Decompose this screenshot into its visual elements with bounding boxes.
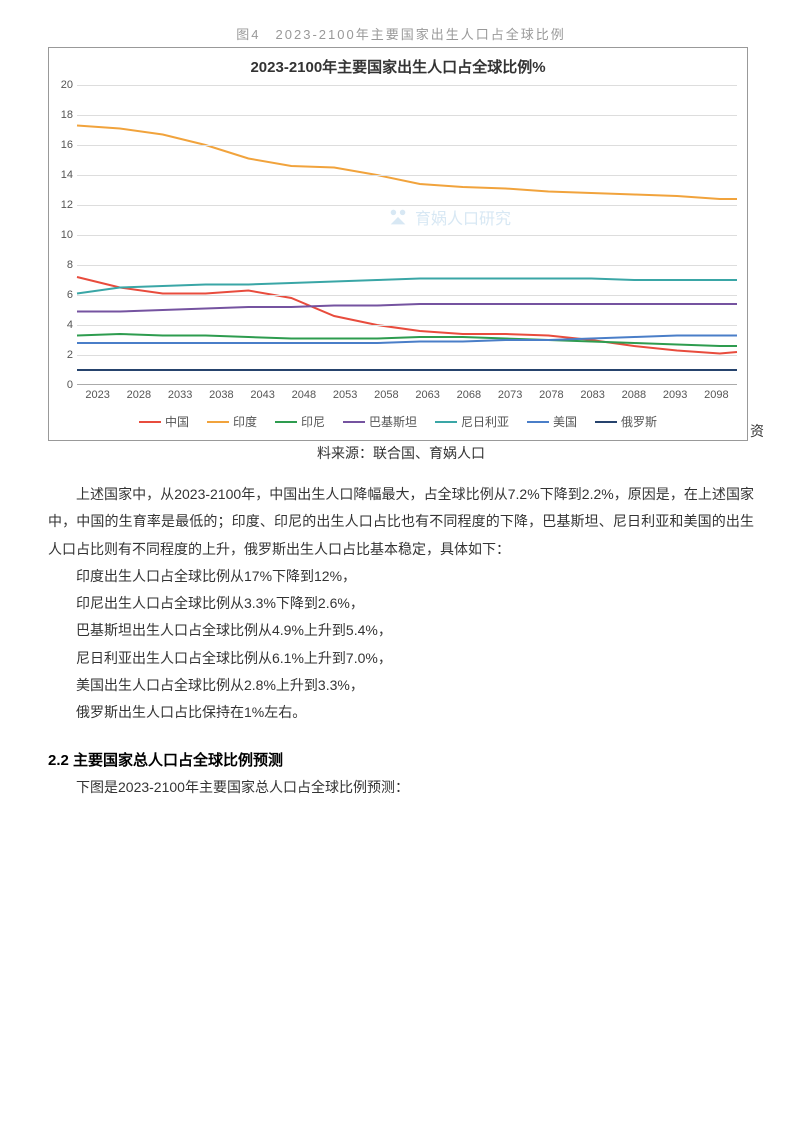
gridline (77, 115, 737, 116)
legend-item: 美国 (527, 413, 577, 430)
legend-item: 俄罗斯 (595, 413, 657, 430)
x-tick-label: 2053 (325, 389, 366, 401)
x-tick-label: 2068 (448, 389, 489, 401)
gridline (77, 325, 737, 326)
y-tick-label: 6 (51, 289, 73, 301)
gridline (77, 235, 737, 236)
y-tick-label: 0 (51, 379, 73, 391)
x-axis-ticks: 2023202820332038204320482053205820632068… (77, 385, 737, 401)
chart-plot-area: 育娲人口研究 02468101214161820 (77, 85, 737, 385)
x-tick-label: 2058 (366, 389, 407, 401)
x-tick-label: 2098 (696, 389, 737, 401)
legend-label: 印尼 (301, 413, 325, 430)
legend-item: 尼日利亚 (435, 413, 509, 430)
section-heading: 2.2 主要国家总人口占全球比例预测 (48, 749, 754, 770)
legend-swatch (435, 421, 457, 423)
gridline (77, 265, 737, 266)
section-intro: 下图是2023-2100年主要国家总人口占全球比例预测： (48, 774, 754, 801)
legend-swatch (343, 421, 365, 423)
y-tick-label: 4 (51, 319, 73, 331)
legend-label: 尼日利亚 (461, 413, 509, 430)
chart-title: 2023-2100年主要国家出生人口占全球比例% (49, 48, 747, 81)
legend-swatch (139, 421, 161, 423)
series-line (77, 304, 737, 312)
x-tick-label: 2063 (407, 389, 448, 401)
legend-label: 中国 (165, 413, 189, 430)
chart-container: 2023-2100年主要国家出生人口占全球比例% 育娲人口研究 02468101… (48, 47, 748, 441)
legend-item: 巴基斯坦 (343, 413, 417, 430)
legend-label: 美国 (553, 413, 577, 430)
x-tick-label: 2043 (242, 389, 283, 401)
x-tick-label: 2028 (118, 389, 159, 401)
body-text: 上述国家中，从2023-2100年，中国出生人口降幅最大，占全球比例从7.2%下… (48, 481, 754, 727)
x-tick-label: 2078 (531, 389, 572, 401)
legend-label: 巴基斯坦 (369, 413, 417, 430)
y-tick-label: 12 (51, 199, 73, 211)
gridline (77, 85, 737, 86)
series-line (77, 126, 737, 200)
paragraph-main: 上述国家中，从2023-2100年，中国出生人口降幅最大，占全球比例从7.2%下… (48, 481, 754, 563)
gridline (77, 175, 737, 176)
x-tick-label: 2083 (572, 389, 613, 401)
x-tick-label: 2093 (655, 389, 696, 401)
list-item: 尼日利亚出生人口占全球比例从6.1%上升到7.0%， (48, 645, 754, 672)
source-line: 料来源：联合国、育娲人口 (48, 443, 754, 463)
x-tick-label: 2088 (613, 389, 654, 401)
legend-item: 中国 (139, 413, 189, 430)
x-tick-label: 2023 (77, 389, 118, 401)
x-tick-label: 2033 (160, 389, 201, 401)
legend-item: 印度 (207, 413, 257, 430)
y-tick-label: 14 (51, 169, 73, 181)
y-tick-label: 2 (51, 349, 73, 361)
list-item: 巴基斯坦出生人口占全球比例从4.9%上升到5.4%， (48, 617, 754, 644)
list-item: 印尼出生人口占全球比例从3.3%下降到2.6%， (48, 590, 754, 617)
list-item: 印度出生人口占全球比例从17%下降到12%， (48, 563, 754, 590)
legend-swatch (275, 421, 297, 423)
legend-swatch (207, 421, 229, 423)
gridline (77, 295, 737, 296)
gridline (77, 355, 737, 356)
figure-caption: 图4 2023-2100年主要国家出生人口占全球比例 (48, 24, 754, 43)
x-tick-label: 2073 (490, 389, 531, 401)
list-item: 美国出生人口占全球比例从2.8%上升到3.3%， (48, 672, 754, 699)
y-tick-label: 16 (51, 139, 73, 151)
y-tick-label: 8 (51, 259, 73, 271)
y-tick-label: 18 (51, 109, 73, 121)
series-line (77, 334, 737, 346)
gridline (77, 205, 737, 206)
trailing-char: 资 (750, 421, 764, 441)
legend-label: 俄罗斯 (621, 413, 657, 430)
list-item: 俄罗斯出生人口占比保持在1%左右。 (48, 699, 754, 726)
x-tick-label: 2048 (283, 389, 324, 401)
y-tick-label: 20 (51, 79, 73, 91)
legend-swatch (595, 421, 617, 423)
gridline (77, 145, 737, 146)
series-line (77, 279, 737, 294)
legend-label: 印度 (233, 413, 257, 430)
legend-swatch (527, 421, 549, 423)
chart-legend: 中国 印度 印尼 巴基斯坦 尼日利亚 美国 俄罗斯 (49, 405, 747, 440)
x-tick-label: 2038 (201, 389, 242, 401)
legend-item: 印尼 (275, 413, 325, 430)
y-tick-label: 10 (51, 229, 73, 241)
